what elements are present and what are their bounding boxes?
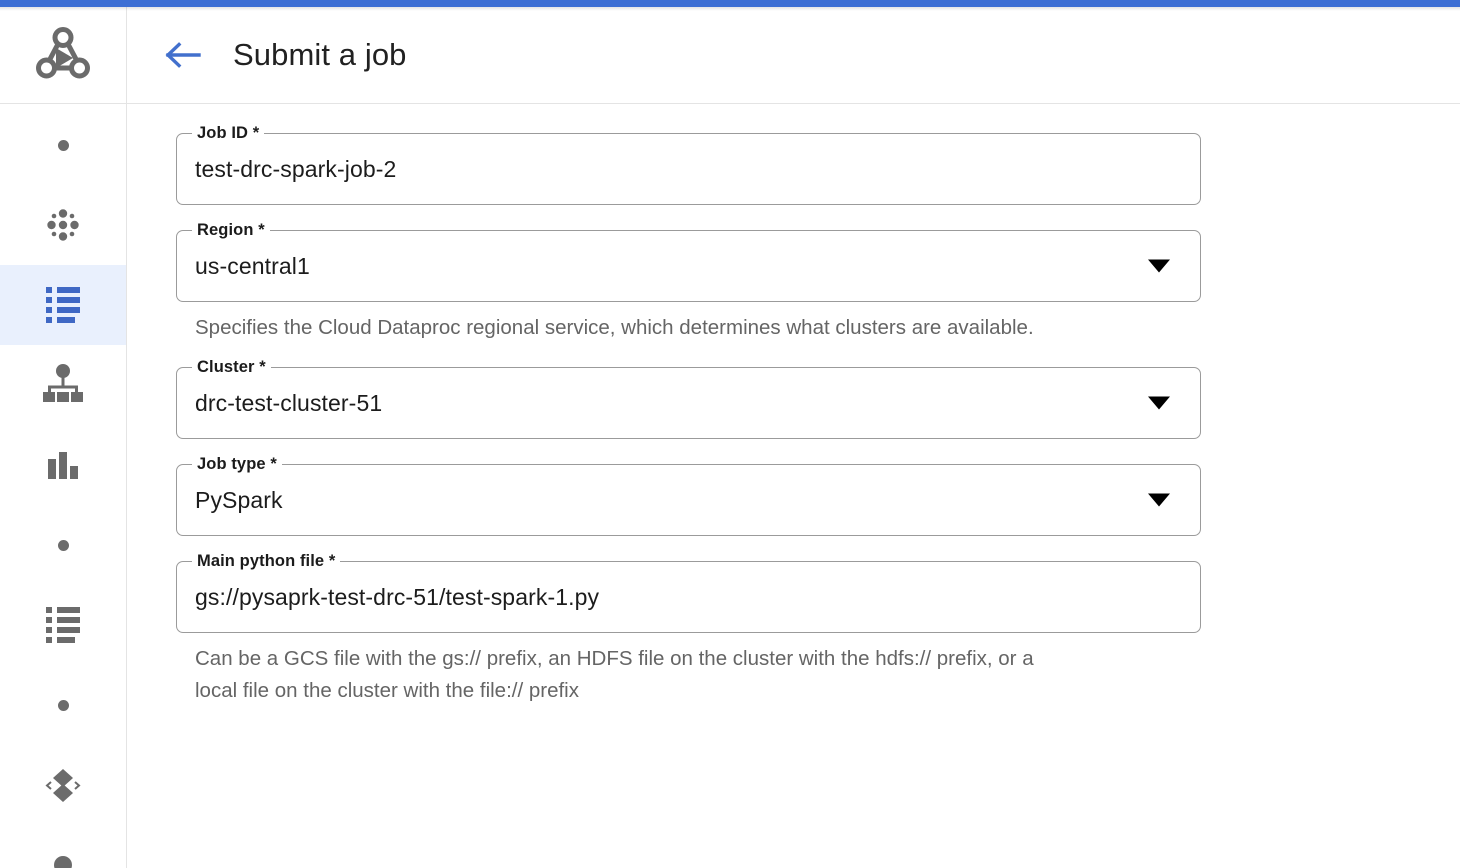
field-cluster: Cluster * drc-test-cluster-51 bbox=[176, 358, 1201, 439]
sidebar-item-section-2[interactable] bbox=[0, 505, 126, 585]
sidebar-item-overview[interactable] bbox=[0, 105, 126, 185]
bar-chart-icon bbox=[48, 452, 78, 479]
sidebar-item-clusters[interactable] bbox=[0, 185, 126, 265]
job-id-label: Job ID * bbox=[192, 124, 265, 143]
dot-icon bbox=[57, 699, 69, 711]
job-type-select[interactable]: Job type * PySpark bbox=[176, 455, 1201, 536]
chevron-down-icon bbox=[1148, 493, 1170, 507]
circle-icon bbox=[54, 856, 72, 868]
job-type-label: Job type * bbox=[192, 455, 282, 474]
sidebar-item-settings[interactable] bbox=[0, 825, 126, 868]
main-python-file-input[interactable]: Main python file * gs://pysaprk-test-drc… bbox=[176, 552, 1201, 633]
field-job-id: Job ID * test-drc-spark-job-2 bbox=[176, 124, 1201, 205]
dot-icon bbox=[57, 539, 69, 551]
sidebar-item-metrics[interactable] bbox=[0, 425, 126, 505]
cluster-label: Cluster * bbox=[192, 358, 271, 377]
job-type-value: PySpark bbox=[195, 486, 283, 513]
cluster-value: drc-test-cluster-51 bbox=[195, 389, 383, 416]
left-navigation-rail bbox=[0, 7, 127, 868]
back-button[interactable] bbox=[160, 31, 208, 79]
list-icon bbox=[46, 287, 80, 323]
sidebar-item-jobs[interactable] bbox=[0, 265, 126, 345]
field-job-type: Job type * PySpark bbox=[176, 455, 1201, 536]
back-arrow-icon bbox=[165, 42, 201, 68]
submit-job-form: Job ID * test-drc-spark-job-2 Region * u… bbox=[176, 124, 1201, 707]
cluster-select[interactable]: Cluster * drc-test-cluster-51 bbox=[176, 358, 1201, 439]
top-accent-bar bbox=[0, 0, 1460, 7]
form-content: Job ID * test-drc-spark-job-2 Region * u… bbox=[127, 105, 1460, 868]
region-value: us-central1 bbox=[195, 252, 310, 279]
page-title: Submit a job bbox=[233, 37, 407, 72]
product-logo[interactable] bbox=[0, 7, 126, 104]
field-main-python-file: Main python file * gs://pysaprk-test-drc… bbox=[176, 552, 1201, 707]
dataproc-logo-icon bbox=[36, 27, 90, 79]
sidebar-item-batches[interactable] bbox=[0, 585, 126, 665]
list-icon bbox=[46, 607, 80, 643]
region-helper-text: Specifies the Cloud Dataproc regional se… bbox=[195, 316, 1034, 339]
top-bar-shadow bbox=[0, 7, 1460, 11]
field-region: Region * us-central1 Specifies the Cloud… bbox=[176, 221, 1201, 344]
chevron-down-icon bbox=[1148, 396, 1170, 410]
main-python-file-label: Main python file * bbox=[192, 552, 341, 571]
page-header: Submit a job bbox=[127, 7, 1460, 104]
sidebar-item-section-3[interactable] bbox=[0, 665, 126, 745]
cluster-dots-icon bbox=[47, 209, 79, 241]
main-python-file-helper-text: Can be a GCS file with the gs:// prefix,… bbox=[195, 647, 1034, 702]
chevron-down-icon bbox=[1148, 259, 1170, 273]
sidebar-item-metastore[interactable] bbox=[0, 745, 126, 825]
hierarchy-icon bbox=[43, 364, 83, 402]
job-id-value: test-drc-spark-job-2 bbox=[195, 155, 397, 182]
dot-icon bbox=[57, 139, 69, 151]
region-select[interactable]: Region * us-central1 bbox=[176, 221, 1201, 302]
sidebar-item-workflows[interactable] bbox=[0, 345, 126, 425]
layers-icon bbox=[45, 769, 81, 802]
job-id-input[interactable]: Job ID * test-drc-spark-job-2 bbox=[176, 124, 1201, 205]
region-label: Region * bbox=[192, 221, 270, 240]
rail-item-list bbox=[0, 105, 126, 868]
main-python-file-value: gs://pysaprk-test-drc-51/test-spark-1.py bbox=[195, 583, 600, 610]
